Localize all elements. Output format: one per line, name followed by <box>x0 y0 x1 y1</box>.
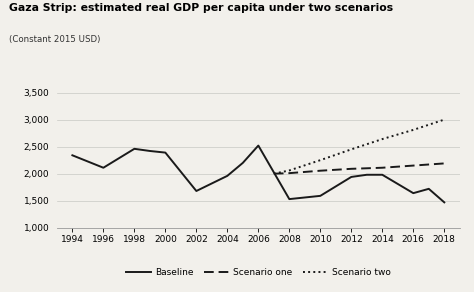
Baseline <box>410 191 416 195</box>
Scenario two <box>348 147 354 151</box>
Line: Scenario one: Scenario one <box>274 164 444 174</box>
Scenario one <box>410 164 416 167</box>
Scenario two <box>318 159 323 162</box>
Baseline <box>380 173 385 177</box>
Baseline <box>193 189 199 193</box>
Line: Scenario two: Scenario two <box>274 120 444 174</box>
Scenario two <box>441 118 447 121</box>
Scenario one <box>271 172 277 175</box>
Baseline <box>348 175 354 179</box>
Baseline <box>255 144 261 147</box>
Text: Gaza Strip: estimated real GDP per capita under two scenarios: Gaza Strip: estimated real GDP per capit… <box>9 3 393 13</box>
Baseline <box>286 197 292 201</box>
Scenario two <box>410 128 416 132</box>
Baseline <box>100 166 106 169</box>
Scenario one <box>318 169 323 173</box>
Text: (Constant 2015 USD): (Constant 2015 USD) <box>9 35 101 44</box>
Scenario one <box>348 167 354 171</box>
Scenario two <box>380 137 385 141</box>
Scenario one <box>441 162 447 165</box>
Baseline <box>131 147 137 151</box>
Legend: Baseline, Scenario one, Scenario two: Baseline, Scenario one, Scenario two <box>122 264 394 281</box>
Baseline <box>225 174 230 178</box>
Scenario two <box>271 172 277 175</box>
Scenario two <box>286 169 292 172</box>
Baseline <box>163 151 168 154</box>
Baseline <box>318 194 323 198</box>
Baseline <box>364 173 370 177</box>
Line: Baseline: Baseline <box>73 146 444 202</box>
Baseline <box>240 161 246 165</box>
Baseline <box>70 154 75 157</box>
Baseline <box>147 149 153 153</box>
Baseline <box>441 201 447 204</box>
Scenario one <box>286 171 292 175</box>
Scenario one <box>380 166 385 169</box>
Baseline <box>426 187 432 191</box>
